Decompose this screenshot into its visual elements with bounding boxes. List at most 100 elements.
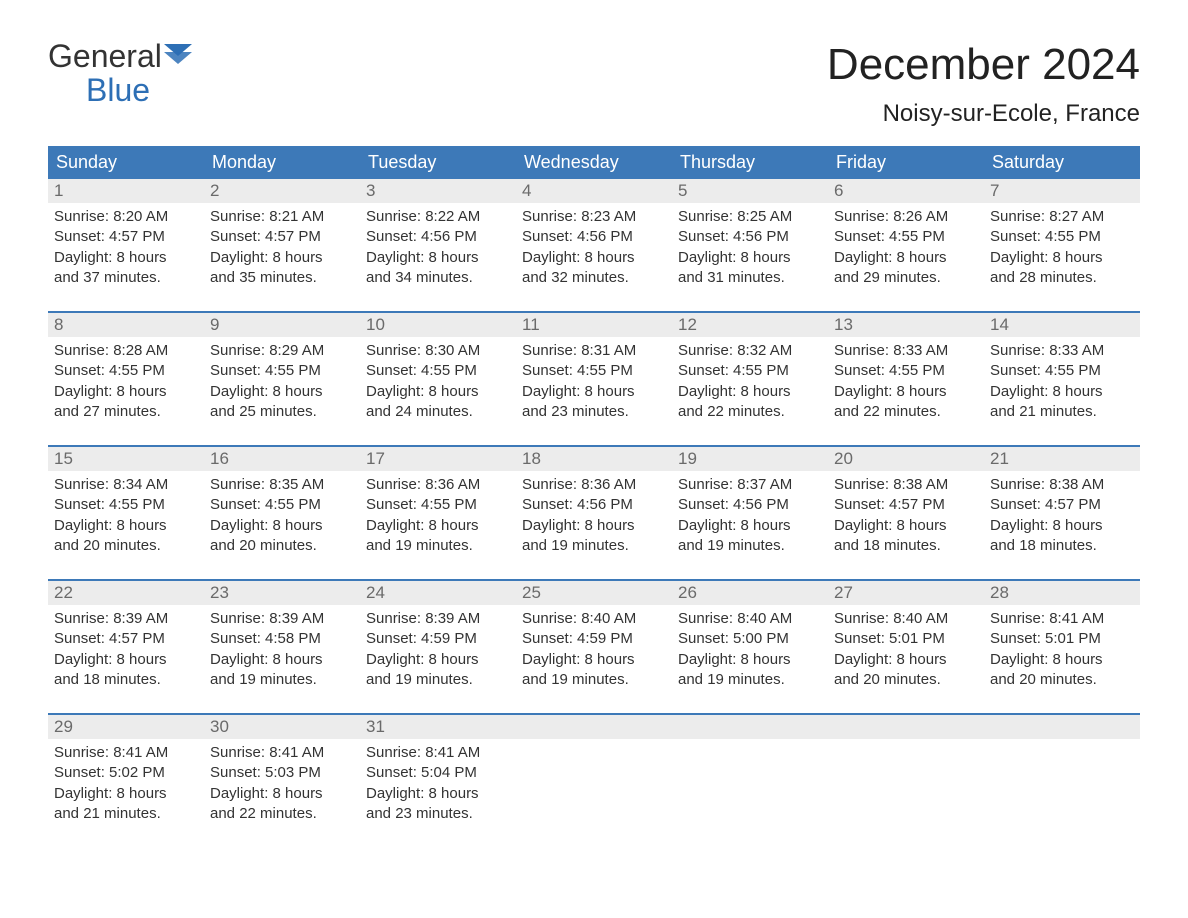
sunset-text: Sunset: 4:56 PM [678,495,822,515]
location: Noisy-sur-Ecole, France [827,100,1140,128]
day-number: 24 [360,581,516,605]
calendar-cell: 22Sunrise: 8:39 AMSunset: 4:57 PMDayligh… [48,581,204,699]
daylight-text: and 19 minutes. [522,536,666,556]
calendar-cell: 12Sunrise: 8:32 AMSunset: 4:55 PMDayligh… [672,313,828,431]
sunset-text: Sunset: 4:57 PM [210,227,354,247]
daylight-text: Daylight: 8 hours [678,516,822,536]
daylight-text: and 21 minutes. [54,804,198,824]
daylight-text: and 20 minutes. [834,670,978,690]
cell-body: Sunrise: 8:38 AMSunset: 4:57 PMDaylight:… [984,471,1140,560]
daylight-text: Daylight: 8 hours [210,248,354,268]
daylight-text: Daylight: 8 hours [990,248,1134,268]
sunset-text: Sunset: 4:55 PM [522,361,666,381]
sunset-text: Sunset: 4:55 PM [366,495,510,515]
sunrise-text: Sunrise: 8:20 AM [54,207,198,227]
sunrise-text: Sunrise: 8:39 AM [54,609,198,629]
daylight-text: Daylight: 8 hours [678,650,822,670]
cell-body: Sunrise: 8:40 AMSunset: 5:00 PMDaylight:… [672,605,828,694]
sunrise-text: Sunrise: 8:32 AM [678,341,822,361]
cell-body: Sunrise: 8:20 AMSunset: 4:57 PMDaylight:… [48,203,204,292]
day-number [984,715,1140,739]
cell-body: Sunrise: 8:41 AMSunset: 5:01 PMDaylight:… [984,605,1140,694]
cell-body: Sunrise: 8:40 AMSunset: 4:59 PMDaylight:… [516,605,672,694]
week-row: 29Sunrise: 8:41 AMSunset: 5:02 PMDayligh… [48,713,1140,833]
sunrise-text: Sunrise: 8:41 AM [366,743,510,763]
day-number: 9 [204,313,360,337]
weeks-container: 1Sunrise: 8:20 AMSunset: 4:57 PMDaylight… [48,179,1140,833]
sunset-text: Sunset: 4:59 PM [522,629,666,649]
cell-body: Sunrise: 8:27 AMSunset: 4:55 PMDaylight:… [984,203,1140,292]
sunset-text: Sunset: 4:55 PM [834,361,978,381]
sunrise-text: Sunrise: 8:36 AM [522,475,666,495]
daylight-text: and 19 minutes. [522,670,666,690]
day-number: 7 [984,179,1140,203]
calendar-cell: 4Sunrise: 8:23 AMSunset: 4:56 PMDaylight… [516,179,672,297]
day-header-row: Sunday Monday Tuesday Wednesday Thursday… [48,146,1140,179]
sunrise-text: Sunrise: 8:40 AM [678,609,822,629]
daylight-text: Daylight: 8 hours [522,248,666,268]
sunset-text: Sunset: 4:55 PM [54,361,198,381]
sunset-text: Sunset: 4:55 PM [210,361,354,381]
daylight-text: and 27 minutes. [54,402,198,422]
daylight-text: Daylight: 8 hours [522,516,666,536]
day-number: 23 [204,581,360,605]
daylight-text: and 35 minutes. [210,268,354,288]
daylight-text: and 32 minutes. [522,268,666,288]
daylight-text: and 20 minutes. [990,670,1134,690]
calendar: Sunday Monday Tuesday Wednesday Thursday… [48,146,1140,833]
day-number: 10 [360,313,516,337]
logo-text: General Blue [48,40,162,107]
daylight-text: Daylight: 8 hours [366,516,510,536]
cell-body: Sunrise: 8:41 AMSunset: 5:04 PMDaylight:… [360,739,516,828]
day-number: 21 [984,447,1140,471]
day-number: 19 [672,447,828,471]
sunrise-text: Sunrise: 8:36 AM [366,475,510,495]
daylight-text: and 24 minutes. [366,402,510,422]
daylight-text: Daylight: 8 hours [834,382,978,402]
calendar-cell: 9Sunrise: 8:29 AMSunset: 4:55 PMDaylight… [204,313,360,431]
day-number: 31 [360,715,516,739]
sunrise-text: Sunrise: 8:38 AM [834,475,978,495]
daylight-text: and 20 minutes. [54,536,198,556]
daylight-text: and 23 minutes. [522,402,666,422]
calendar-cell: 11Sunrise: 8:31 AMSunset: 4:55 PMDayligh… [516,313,672,431]
day-number: 13 [828,313,984,337]
logo-word-top: General [48,40,162,74]
daylight-text: Daylight: 8 hours [678,382,822,402]
daylight-text: Daylight: 8 hours [210,516,354,536]
cell-body [672,739,828,819]
cell-body [516,739,672,819]
day-header: Wednesday [516,146,672,179]
cell-body: Sunrise: 8:26 AMSunset: 4:55 PMDaylight:… [828,203,984,292]
sunset-text: Sunset: 5:01 PM [834,629,978,649]
calendar-cell: 10Sunrise: 8:30 AMSunset: 4:55 PMDayligh… [360,313,516,431]
title-block: December 2024 Noisy-sur-Ecole, France [827,40,1140,128]
cell-body: Sunrise: 8:29 AMSunset: 4:55 PMDaylight:… [204,337,360,426]
calendar-cell: 8Sunrise: 8:28 AMSunset: 4:55 PMDaylight… [48,313,204,431]
sunset-text: Sunset: 4:57 PM [834,495,978,515]
calendar-cell: 24Sunrise: 8:39 AMSunset: 4:59 PMDayligh… [360,581,516,699]
sunrise-text: Sunrise: 8:30 AM [366,341,510,361]
cell-body: Sunrise: 8:36 AMSunset: 4:56 PMDaylight:… [516,471,672,560]
day-number: 2 [204,179,360,203]
daylight-text: and 31 minutes. [678,268,822,288]
sunset-text: Sunset: 4:56 PM [522,495,666,515]
week-row: 1Sunrise: 8:20 AMSunset: 4:57 PMDaylight… [48,179,1140,297]
daylight-text: and 19 minutes. [678,670,822,690]
sunset-text: Sunset: 4:55 PM [990,227,1134,247]
day-number [516,715,672,739]
daylight-text: Daylight: 8 hours [366,784,510,804]
logo: General Blue [48,40,192,107]
calendar-cell: 27Sunrise: 8:40 AMSunset: 5:01 PMDayligh… [828,581,984,699]
cell-body: Sunrise: 8:31 AMSunset: 4:55 PMDaylight:… [516,337,672,426]
day-number [672,715,828,739]
sunset-text: Sunset: 4:57 PM [54,629,198,649]
daylight-text: Daylight: 8 hours [834,248,978,268]
sunrise-text: Sunrise: 8:25 AM [678,207,822,227]
calendar-cell [672,715,828,833]
daylight-text: Daylight: 8 hours [366,248,510,268]
sunrise-text: Sunrise: 8:22 AM [366,207,510,227]
daylight-text: Daylight: 8 hours [210,650,354,670]
day-header: Monday [204,146,360,179]
sunrise-text: Sunrise: 8:23 AM [522,207,666,227]
